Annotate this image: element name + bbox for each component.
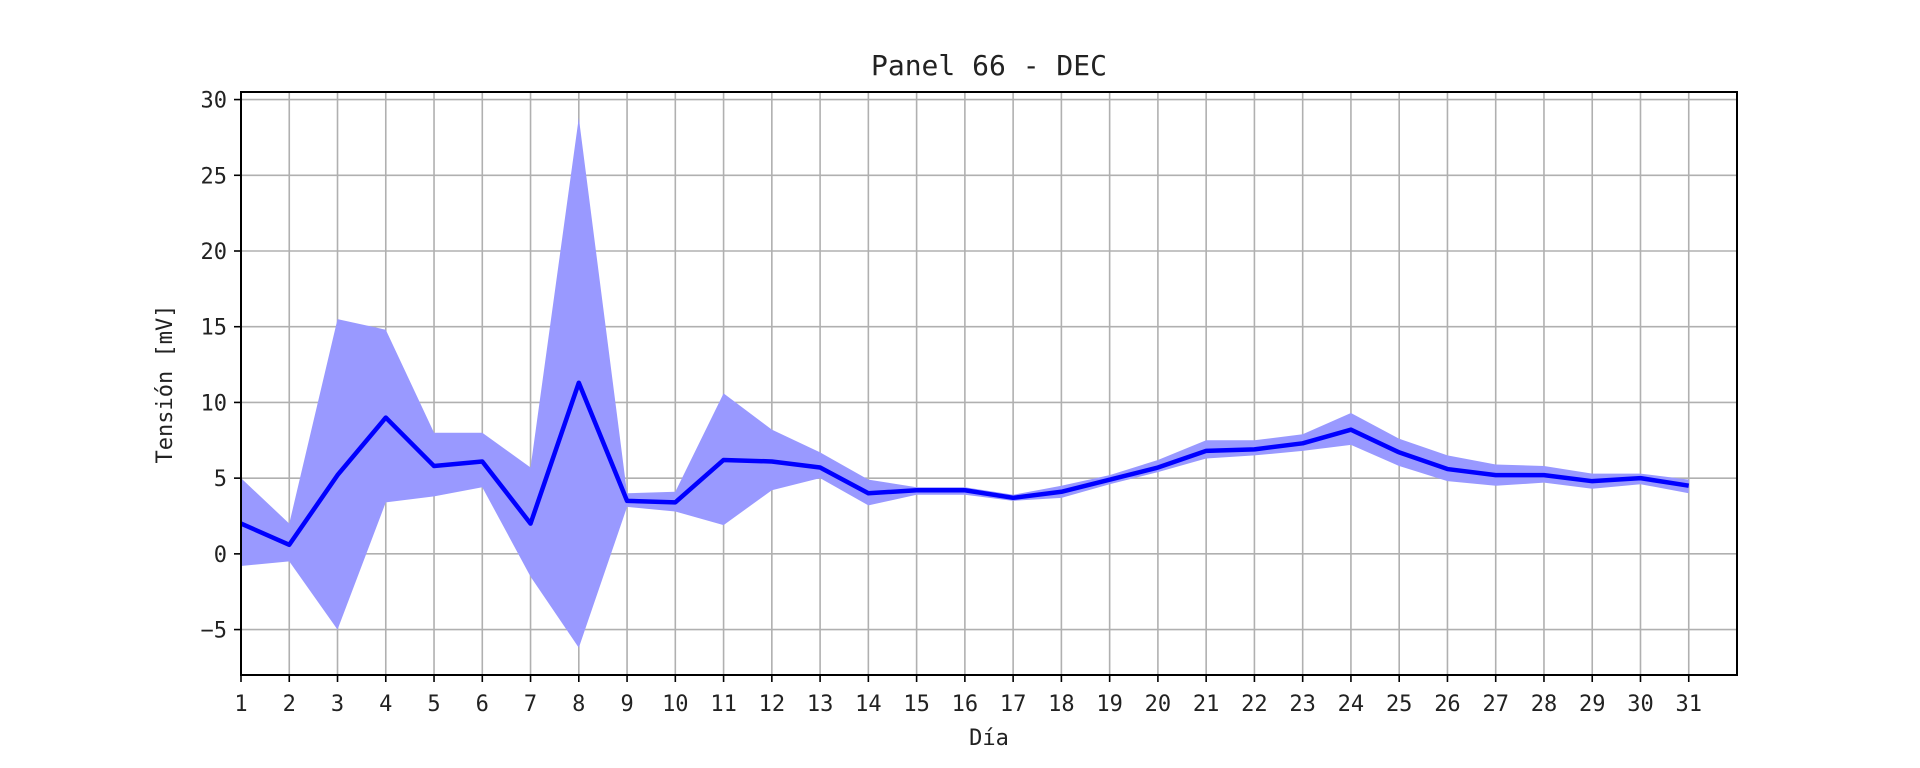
axis-ticks: 1 2 3 4 5 6 7 8 9 10 11 12 13 14 15 16 17 18 19 20 21 22 23 24 2… (201, 89, 1702, 717)
x-tick-label: 17 (1000, 692, 1027, 717)
x-tick-label: 26 (1434, 692, 1461, 717)
x-tick-label: 31 (1675, 692, 1702, 717)
x-tick-label: 1 (234, 692, 247, 717)
chart-title: Panel 66 - DEC (871, 49, 1107, 82)
y-axis-label: Tensión [mV] (153, 305, 178, 464)
plot-frame (240, 91, 1738, 676)
x-tick-label: 27 (1482, 692, 1509, 717)
x-tick-label: 23 (1289, 692, 1316, 717)
x-tick-label: 4 (379, 692, 392, 717)
x-tick-label: 25 (1386, 692, 1413, 717)
x-tick-label: 3 (331, 692, 344, 717)
x-tick-label: 2 (283, 692, 296, 717)
x-tick-label: 19 (1096, 692, 1123, 717)
x-tick-label: 9 (620, 692, 633, 717)
y-tick-label: 0 (214, 543, 227, 568)
y-tick-label: 10 (201, 391, 228, 416)
x-tick-label: 5 (427, 692, 440, 717)
x-tick-label: 30 (1627, 692, 1654, 717)
x-tick-label: 22 (1241, 692, 1268, 717)
x-tick-label: 16 (952, 692, 979, 717)
x-tick-label: 11 (710, 692, 737, 717)
mean-line (240, 380, 1690, 548)
x-tick-label: 6 (476, 692, 489, 717)
grid (240, 92, 1737, 675)
x-tick-label: 7 (524, 692, 537, 717)
x-tick-label: 12 (759, 692, 786, 717)
x-axis-label: Día (969, 726, 1009, 751)
x-tick-label: 18 (1048, 692, 1075, 717)
x-tick-label: 21 (1193, 692, 1220, 717)
x-tick-label: 14 (855, 692, 882, 717)
y-tick-label: 30 (201, 89, 228, 114)
y-tick-label: 5 (214, 467, 227, 492)
x-tick-label: 24 (1338, 692, 1365, 717)
x-tick-label: 28 (1531, 692, 1558, 717)
y-tick-label: 25 (201, 164, 228, 189)
y-tick-label: 20 (201, 240, 228, 265)
x-tick-label: 29 (1579, 692, 1606, 717)
x-tick-label: 15 (903, 692, 930, 717)
y-tick-label: −5 (201, 619, 228, 644)
x-tick-label: 13 (807, 692, 834, 717)
x-tick-label: 8 (572, 692, 585, 717)
y-tick-label: 15 (201, 316, 228, 341)
x-tick-label: 20 (1145, 692, 1172, 717)
x-tick-label: 10 (662, 692, 689, 717)
range-band (241, 117, 1689, 648)
